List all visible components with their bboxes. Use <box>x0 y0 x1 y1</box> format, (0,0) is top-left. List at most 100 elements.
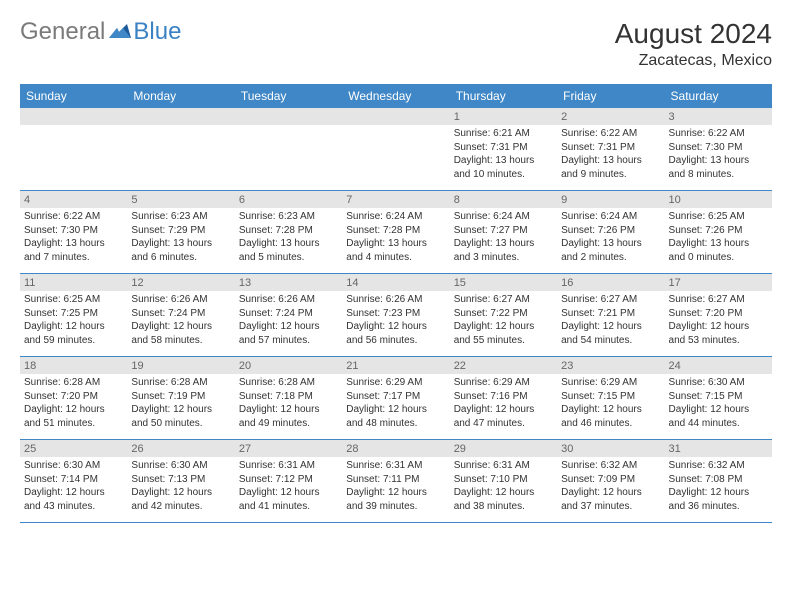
sunrise-text: Sunrise: 6:31 AM <box>346 459 445 473</box>
day-cell: 22Sunrise: 6:29 AMSunset: 7:16 PMDayligh… <box>450 357 557 439</box>
day-cell <box>127 108 234 190</box>
sunset-text: Sunset: 7:12 PM <box>239 473 338 487</box>
logo-text-general: General <box>20 18 105 46</box>
date-number: 21 <box>342 357 449 374</box>
date-number: 15 <box>450 274 557 291</box>
date-number: 31 <box>665 440 772 457</box>
date-number: 5 <box>127 191 234 208</box>
sunrise-text: Sunrise: 6:25 AM <box>24 293 123 307</box>
sunset-text: Sunset: 7:08 PM <box>669 473 768 487</box>
day-cell: 14Sunrise: 6:26 AMSunset: 7:23 PMDayligh… <box>342 274 449 356</box>
date-number: 24 <box>665 357 772 374</box>
date-number <box>20 108 127 125</box>
sunrise-text: Sunrise: 6:26 AM <box>346 293 445 307</box>
sunset-text: Sunset: 7:14 PM <box>24 473 123 487</box>
sunset-text: Sunset: 7:21 PM <box>561 307 660 321</box>
sunset-text: Sunset: 7:26 PM <box>561 224 660 238</box>
day-details: Sunrise: 6:32 AMSunset: 7:08 PMDaylight:… <box>665 457 772 515</box>
sunrise-text: Sunrise: 6:28 AM <box>239 376 338 390</box>
daylight-text: Daylight: 12 hours and 51 minutes. <box>24 403 123 430</box>
date-number: 27 <box>235 440 342 457</box>
day-header-sunday: Sunday <box>20 84 127 108</box>
daylight-text: Daylight: 12 hours and 38 minutes. <box>454 486 553 513</box>
sunrise-text: Sunrise: 6:27 AM <box>454 293 553 307</box>
sunrise-text: Sunrise: 6:21 AM <box>454 127 553 141</box>
sunset-text: Sunset: 7:22 PM <box>454 307 553 321</box>
sunrise-text: Sunrise: 6:29 AM <box>561 376 660 390</box>
sunset-text: Sunset: 7:28 PM <box>239 224 338 238</box>
day-cell <box>342 108 449 190</box>
date-number: 19 <box>127 357 234 374</box>
day-details: Sunrise: 6:27 AMSunset: 7:21 PMDaylight:… <box>557 291 664 349</box>
date-number: 10 <box>665 191 772 208</box>
day-cell: 30Sunrise: 6:32 AMSunset: 7:09 PMDayligh… <box>557 440 664 522</box>
date-number: 29 <box>450 440 557 457</box>
day-header-tuesday: Tuesday <box>235 84 342 108</box>
day-cell: 4Sunrise: 6:22 AMSunset: 7:30 PMDaylight… <box>20 191 127 273</box>
sunrise-text: Sunrise: 6:25 AM <box>669 210 768 224</box>
daylight-text: Daylight: 12 hours and 39 minutes. <box>346 486 445 513</box>
sunset-text: Sunset: 7:20 PM <box>24 390 123 404</box>
day-cell: 10Sunrise: 6:25 AMSunset: 7:26 PMDayligh… <box>665 191 772 273</box>
daylight-text: Daylight: 12 hours and 49 minutes. <box>239 403 338 430</box>
sunset-text: Sunset: 7:24 PM <box>131 307 230 321</box>
day-details: Sunrise: 6:22 AMSunset: 7:31 PMDaylight:… <box>557 125 664 183</box>
date-number: 7 <box>342 191 449 208</box>
sunset-text: Sunset: 7:28 PM <box>346 224 445 238</box>
date-number: 6 <box>235 191 342 208</box>
day-details: Sunrise: 6:29 AMSunset: 7:17 PMDaylight:… <box>342 374 449 432</box>
day-details: Sunrise: 6:26 AMSunset: 7:23 PMDaylight:… <box>342 291 449 349</box>
sunrise-text: Sunrise: 6:22 AM <box>669 127 768 141</box>
day-details: Sunrise: 6:24 AMSunset: 7:26 PMDaylight:… <box>557 208 664 266</box>
daylight-text: Daylight: 13 hours and 4 minutes. <box>346 237 445 264</box>
sunset-text: Sunset: 7:25 PM <box>24 307 123 321</box>
day-details: Sunrise: 6:32 AMSunset: 7:09 PMDaylight:… <box>557 457 664 515</box>
date-number: 9 <box>557 191 664 208</box>
day-details: Sunrise: 6:26 AMSunset: 7:24 PMDaylight:… <box>127 291 234 349</box>
daylight-text: Daylight: 12 hours and 48 minutes. <box>346 403 445 430</box>
daylight-text: Daylight: 12 hours and 53 minutes. <box>669 320 768 347</box>
title-block: August 2024 Zacatecas, Mexico <box>615 18 772 70</box>
day-cell: 8Sunrise: 6:24 AMSunset: 7:27 PMDaylight… <box>450 191 557 273</box>
day-details: Sunrise: 6:27 AMSunset: 7:22 PMDaylight:… <box>450 291 557 349</box>
day-details: Sunrise: 6:21 AMSunset: 7:31 PMDaylight:… <box>450 125 557 183</box>
day-details: Sunrise: 6:31 AMSunset: 7:12 PMDaylight:… <box>235 457 342 515</box>
week-row: 18Sunrise: 6:28 AMSunset: 7:20 PMDayligh… <box>20 357 772 440</box>
date-number: 30 <box>557 440 664 457</box>
date-number: 16 <box>557 274 664 291</box>
day-details: Sunrise: 6:22 AMSunset: 7:30 PMDaylight:… <box>20 208 127 266</box>
sunset-text: Sunset: 7:31 PM <box>454 141 553 155</box>
sunrise-text: Sunrise: 6:29 AM <box>346 376 445 390</box>
daylight-text: Daylight: 13 hours and 6 minutes. <box>131 237 230 264</box>
sunrise-text: Sunrise: 6:26 AM <box>131 293 230 307</box>
day-cell: 24Sunrise: 6:30 AMSunset: 7:15 PMDayligh… <box>665 357 772 439</box>
sunset-text: Sunset: 7:18 PM <box>239 390 338 404</box>
location-label: Zacatecas, Mexico <box>615 52 772 70</box>
daylight-text: Daylight: 12 hours and 56 minutes. <box>346 320 445 347</box>
day-cell: 13Sunrise: 6:26 AMSunset: 7:24 PMDayligh… <box>235 274 342 356</box>
date-number: 14 <box>342 274 449 291</box>
daylight-text: Daylight: 13 hours and 9 minutes. <box>561 154 660 181</box>
sunrise-text: Sunrise: 6:27 AM <box>561 293 660 307</box>
day-details: Sunrise: 6:31 AMSunset: 7:10 PMDaylight:… <box>450 457 557 515</box>
logo-text-blue: Blue <box>133 18 181 46</box>
date-number: 18 <box>20 357 127 374</box>
date-number: 1 <box>450 108 557 125</box>
daylight-text: Daylight: 12 hours and 50 minutes. <box>131 403 230 430</box>
day-cell: 3Sunrise: 6:22 AMSunset: 7:30 PMDaylight… <box>665 108 772 190</box>
daylight-text: Daylight: 13 hours and 0 minutes. <box>669 237 768 264</box>
day-details: Sunrise: 6:27 AMSunset: 7:20 PMDaylight:… <box>665 291 772 349</box>
week-row: 4Sunrise: 6:22 AMSunset: 7:30 PMDaylight… <box>20 191 772 274</box>
day-cell <box>20 108 127 190</box>
header: General Blue August 2024 Zacatecas, Mexi… <box>20 18 772 70</box>
daylight-text: Daylight: 12 hours and 47 minutes. <box>454 403 553 430</box>
sunset-text: Sunset: 7:13 PM <box>131 473 230 487</box>
day-header-row: SundayMondayTuesdayWednesdayThursdayFrid… <box>20 84 772 108</box>
sunset-text: Sunset: 7:11 PM <box>346 473 445 487</box>
day-details: Sunrise: 6:26 AMSunset: 7:24 PMDaylight:… <box>235 291 342 349</box>
day-cell: 2Sunrise: 6:22 AMSunset: 7:31 PMDaylight… <box>557 108 664 190</box>
daylight-text: Daylight: 12 hours and 42 minutes. <box>131 486 230 513</box>
daylight-text: Daylight: 13 hours and 3 minutes. <box>454 237 553 264</box>
day-cell: 16Sunrise: 6:27 AMSunset: 7:21 PMDayligh… <box>557 274 664 356</box>
date-number: 11 <box>20 274 127 291</box>
